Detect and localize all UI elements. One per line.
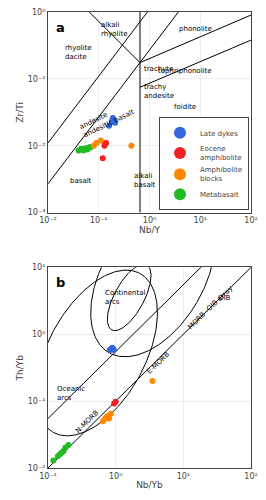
- svg-text:Eoceneamphibolite: Eoceneamphibolite: [200, 145, 242, 162]
- svg-text:phonolite: phonolite: [179, 25, 212, 33]
- svg-text:10⁻¹: 10⁻¹: [28, 75, 46, 84]
- svg-text:10⁻¹: 10⁻¹: [90, 216, 108, 225]
- svg-text:Metabasalt: Metabasalt: [200, 191, 239, 199]
- svg-text:E-MORB: E-MORB: [145, 350, 171, 375]
- svg-text:10⁻³: 10⁻³: [28, 208, 46, 217]
- svg-text:10⁻²: 10⁻²: [28, 142, 46, 151]
- svg-text:10²: 10²: [244, 472, 257, 481]
- svg-text:tephriphonolite: tephriphonolite: [158, 67, 212, 75]
- svg-text:10⁰: 10⁰: [32, 330, 45, 339]
- svg-text:Zr/Ti: Zr/Ti: [15, 102, 25, 123]
- svg-text:Th/Yb: Th/Yb: [15, 355, 25, 382]
- svg-text:Nb/Y: Nb/Y: [139, 225, 160, 235]
- svg-text:Late dykes: Late dykes: [200, 130, 238, 138]
- svg-text:OIB: OIB: [218, 294, 231, 302]
- svg-text:b: b: [56, 275, 65, 290]
- svg-text:10²: 10²: [244, 216, 257, 225]
- svg-text:10¹: 10¹: [177, 472, 190, 481]
- svg-text:10⁻¹: 10⁻¹: [28, 397, 46, 406]
- svg-text:10⁻²: 10⁻²: [39, 216, 57, 225]
- svg-text:10¹: 10¹: [32, 263, 45, 272]
- svg-text:10⁻²: 10⁻²: [28, 464, 46, 473]
- svg-text:basalt: basalt: [70, 177, 92, 185]
- svg-text:alkalibasalt: alkalibasalt: [134, 172, 156, 189]
- svg-text:10⁻¹: 10⁻¹: [39, 472, 57, 481]
- svg-text:trachyandesite: trachyandesite: [144, 83, 174, 100]
- svg-text:andesiteandesitic basalt: andesiteandesitic basalt: [78, 100, 135, 140]
- svg-text:10⁰: 10⁰: [143, 216, 156, 225]
- svg-text:alkalirhyolite: alkalirhyolite: [101, 21, 128, 38]
- svg-text:foidite: foidite: [174, 103, 196, 111]
- svg-text:10¹: 10¹: [194, 216, 207, 225]
- svg-text:10⁰: 10⁰: [32, 8, 45, 17]
- svg-text:Amphiboliteblocks: Amphiboliteblocks: [200, 166, 242, 183]
- svg-text:MORB -OIB array: MORB -OIB array: [186, 284, 234, 331]
- svg-text:Nb/Yb: Nb/Yb: [136, 480, 163, 490]
- svg-text:rhyolitedacite: rhyolitedacite: [65, 44, 92, 61]
- svg-text:N-MORB: N-MORB: [74, 409, 101, 435]
- svg-text:Oceanicarcs: Oceanicarcs: [57, 385, 85, 402]
- svg-text:Continentalarcs: Continentalarcs: [105, 289, 146, 306]
- svg-text:trachyte: trachyte: [144, 65, 173, 73]
- svg-text:a: a: [56, 20, 65, 35]
- svg-text:10⁰: 10⁰: [109, 472, 122, 481]
